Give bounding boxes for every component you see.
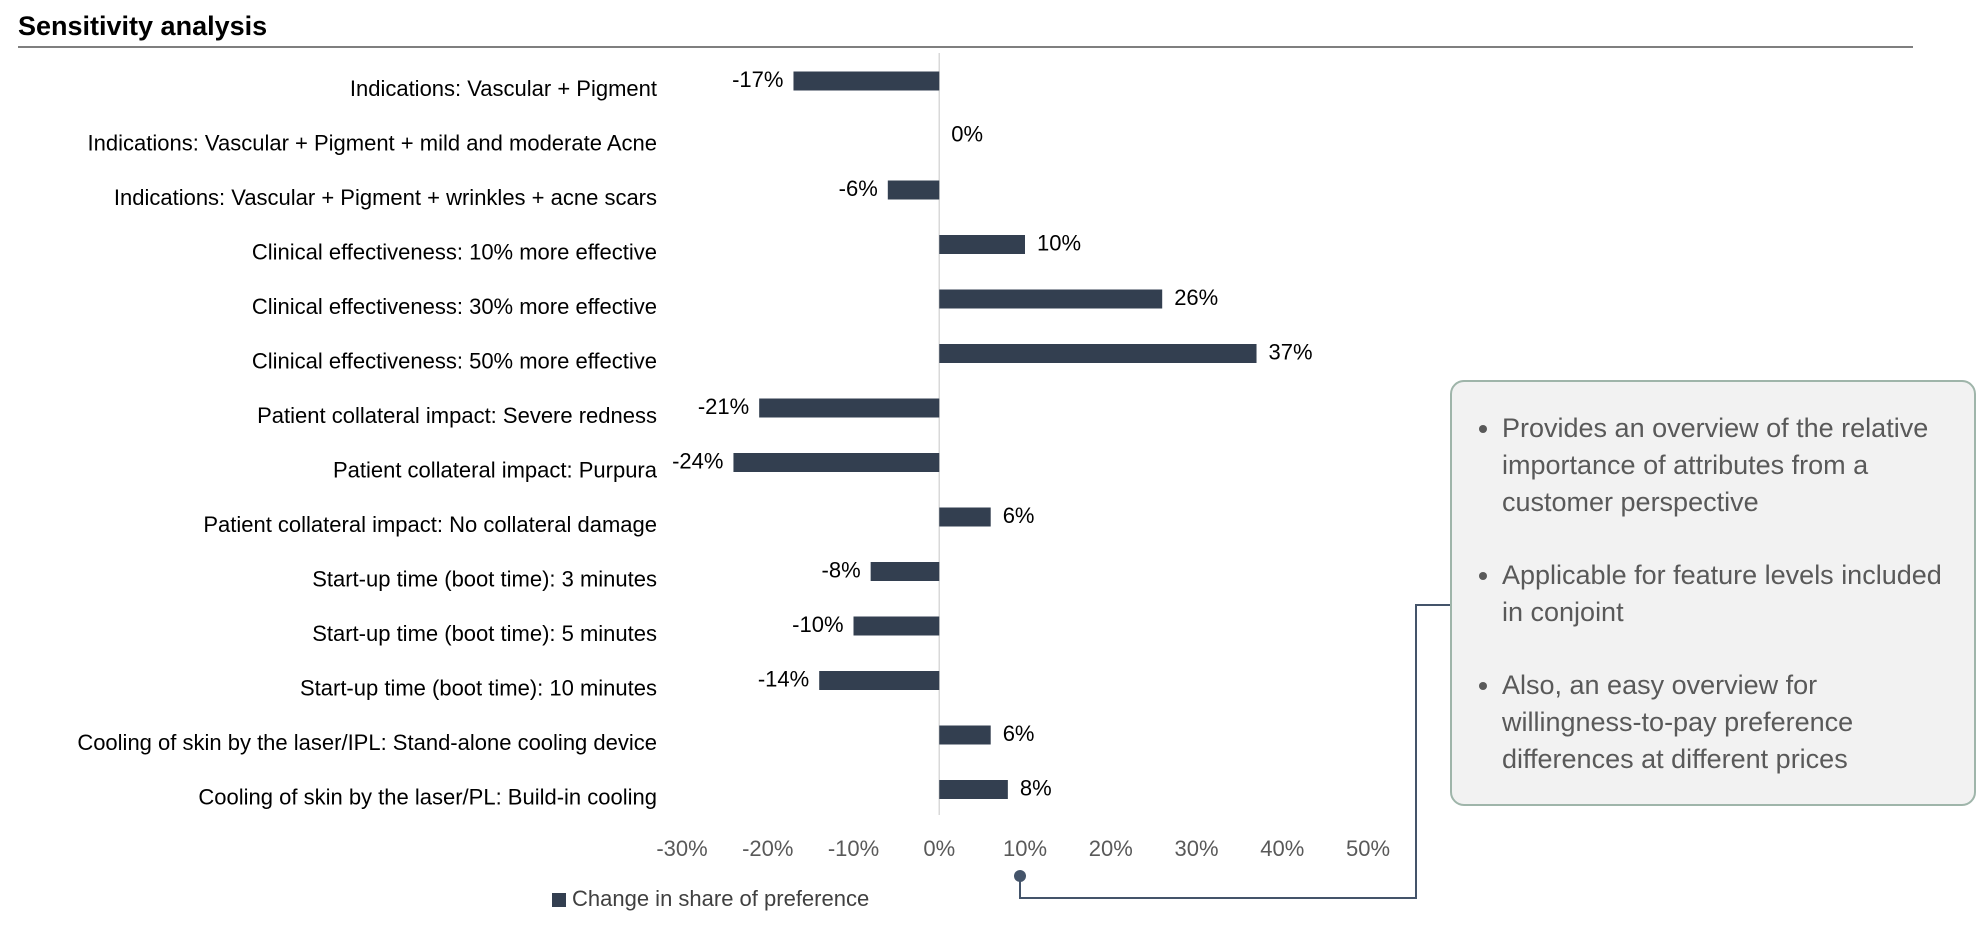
category-label: Clinical effectiveness: 10% more effecti…: [252, 239, 657, 264]
bar: [853, 616, 940, 636]
x-tick-label: 30%: [1174, 836, 1218, 861]
chart-title: Sensitivity analysis: [18, 11, 267, 41]
bar: [939, 344, 1257, 363]
x-tick-label: -10%: [828, 836, 879, 861]
category-label: Indications: Vascular + Pigment: [350, 76, 657, 101]
bar: [939, 289, 1163, 309]
category-label: Clinical effectiveness: 50% more effecti…: [252, 348, 657, 373]
category-label: Patient collateral impact: No collateral…: [203, 512, 657, 537]
value-label: 10%: [1037, 230, 1081, 255]
value-label: 8%: [1020, 775, 1052, 800]
bullet-list: Provides an overview of the relative imp…: [1472, 410, 1950, 778]
value-label: -8%: [822, 557, 861, 582]
category-label: Indications: Vascular + Pigment + mild a…: [88, 130, 657, 155]
bar: [870, 562, 940, 581]
value-label: 6%: [1003, 721, 1035, 746]
x-tick-label: -20%: [742, 836, 793, 861]
bar: [939, 725, 991, 745]
bar: [939, 780, 1008, 799]
category-label: Cooling of skin by the laser/IPL: Stand-…: [77, 730, 657, 755]
x-tick-label: 20%: [1089, 836, 1133, 861]
legend-label: Change in share of preference: [572, 886, 869, 911]
category-label: Indications: Vascular + Pigment + wrinkl…: [114, 185, 657, 210]
category-label: Patient collateral impact: Purpura: [333, 457, 658, 482]
x-tick-label: 40%: [1260, 836, 1304, 861]
bullet: Applicable for feature levels included i…: [1502, 557, 1950, 631]
value-label: -10%: [792, 612, 843, 637]
bullet: Also, an easy overview for willingness-t…: [1502, 667, 1950, 778]
category-label: Cooling of skin by the laser/PL: Build-i…: [198, 784, 657, 809]
value-label: -14%: [758, 666, 809, 691]
x-tick-label: 0%: [923, 836, 955, 861]
value-label: -24%: [672, 448, 723, 473]
bar: [939, 507, 991, 527]
value-label: 37%: [1269, 339, 1313, 364]
value-label: -6%: [839, 176, 878, 201]
connector: [1019, 604, 1450, 899]
x-tick-label: 50%: [1346, 836, 1390, 861]
bar: [939, 235, 1025, 254]
bullet: Provides an overview of the relative imp…: [1502, 410, 1950, 521]
legend-swatch: [552, 893, 566, 907]
value-label: -21%: [698, 394, 749, 419]
connector-dot: [1014, 870, 1026, 882]
value-label: -17%: [732, 67, 783, 92]
category-label: Start-up time (boot time): 10 minutes: [300, 675, 657, 700]
bar: [819, 671, 940, 690]
callout: Provides an overview of the relative imp…: [1450, 380, 1976, 806]
bar: [793, 71, 940, 91]
bar: [759, 398, 940, 418]
category-label: Patient collateral impact: Severe rednes…: [257, 403, 657, 428]
x-tick-label: -30%: [656, 836, 707, 861]
bar: [733, 453, 940, 472]
category-label: Start-up time (boot time): 3 minutes: [312, 566, 657, 591]
category-label: Start-up time (boot time): 5 minutes: [312, 621, 657, 646]
bar: [887, 180, 940, 200]
value-label: 6%: [1003, 503, 1035, 528]
value-label: 0%: [951, 121, 983, 146]
category-label: Clinical effectiveness: 30% more effecti…: [252, 294, 657, 319]
value-label: 26%: [1174, 285, 1218, 310]
x-tick-label: 10%: [1003, 836, 1047, 861]
